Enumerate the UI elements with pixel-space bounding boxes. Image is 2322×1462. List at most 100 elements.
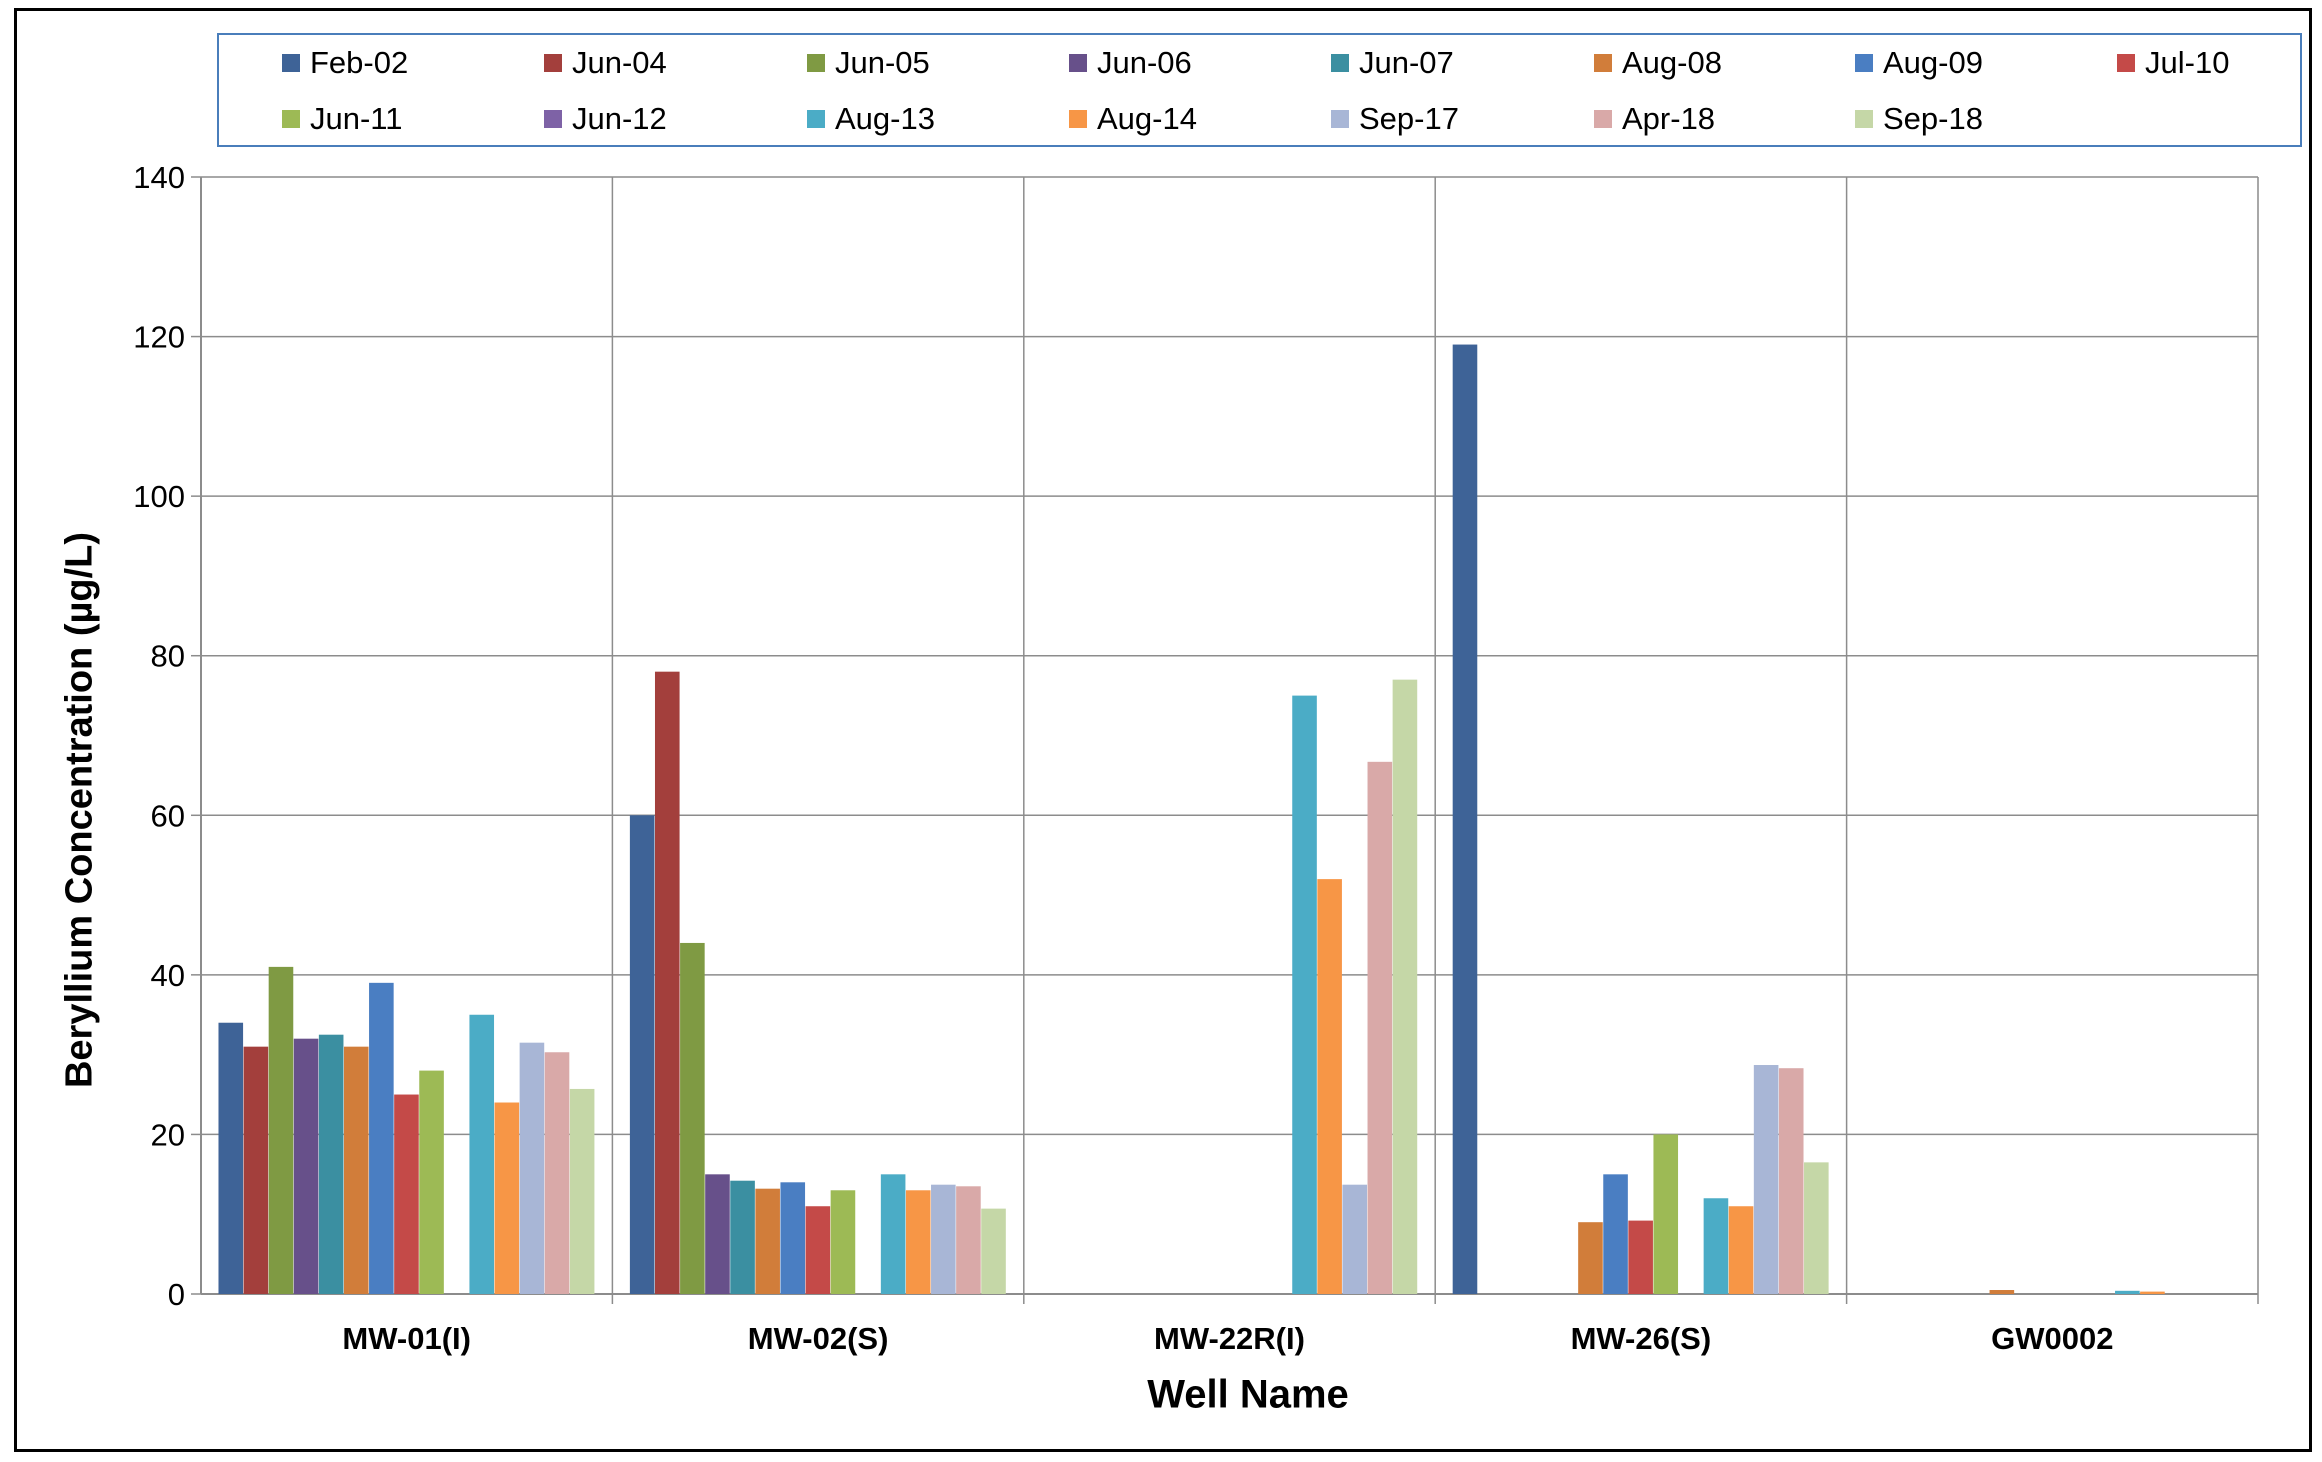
y-tick-label: 80 xyxy=(151,639,185,674)
legend-label: Sep-17 xyxy=(1359,101,1459,136)
chart-legend: Feb-02 Jun-04 Jun-05 Jun-06 Jun-07 Aug-08 Aug-… xyxy=(217,33,2302,147)
legend-swatch xyxy=(1331,110,1349,128)
y-tick-label: 0 xyxy=(168,1277,185,1312)
bar xyxy=(343,1046,369,1294)
bar xyxy=(905,1190,931,1294)
x-axis-title: Well Name xyxy=(1147,1372,1349,1417)
bar xyxy=(730,1180,755,1294)
bar xyxy=(956,1186,981,1294)
legend-item: Jun-11 xyxy=(282,99,403,139)
bar xyxy=(2115,1290,2140,1294)
y-tick-label: 40 xyxy=(151,958,185,993)
legend-label: Aug-08 xyxy=(1622,45,1722,80)
bar xyxy=(218,1022,244,1294)
bar xyxy=(1452,344,1478,1294)
bar xyxy=(519,1042,545,1294)
bar xyxy=(494,1102,520,1294)
bar xyxy=(1753,1065,1779,1294)
bar xyxy=(931,1184,956,1294)
legend-label: Feb-02 xyxy=(310,45,409,80)
bar xyxy=(394,1094,419,1294)
legend-swatch xyxy=(1594,54,1612,72)
y-tick-label: 100 xyxy=(133,479,185,514)
bar xyxy=(569,1088,595,1294)
y-tick-label: 140 xyxy=(133,160,185,195)
y-tick-label: 120 xyxy=(133,320,185,355)
legend-swatch xyxy=(807,110,825,128)
bar xyxy=(805,1206,831,1294)
legend-item: Sep-17 xyxy=(1331,99,1459,139)
bar xyxy=(2140,1291,2165,1294)
bar xyxy=(1603,1174,1628,1294)
y-tick-label: 60 xyxy=(151,798,185,833)
bar xyxy=(1578,1222,1603,1294)
bar xyxy=(680,942,705,1294)
legend-item: Jun-05 xyxy=(807,43,930,83)
legend-swatch xyxy=(282,110,300,128)
x-tick-label: GW0002 xyxy=(1991,1321,2113,1356)
bar xyxy=(830,1190,856,1294)
legend-label: Apr-18 xyxy=(1622,101,1716,136)
legend-label: Jun-07 xyxy=(1359,45,1454,80)
legend-label: Aug-13 xyxy=(835,101,935,136)
bar xyxy=(629,815,655,1294)
bar xyxy=(1804,1162,1829,1294)
bar xyxy=(544,1052,570,1294)
bar xyxy=(318,1034,344,1294)
bar xyxy=(1317,879,1342,1294)
bar xyxy=(1703,1198,1729,1294)
legend-item: Aug-08 xyxy=(1594,43,1722,83)
bar xyxy=(1989,1290,2015,1294)
chart-frame xyxy=(14,8,2312,1452)
legend-item: Sep-18 xyxy=(1855,99,1983,139)
bar xyxy=(1367,761,1393,1294)
legend-label: Jun-04 xyxy=(572,45,667,80)
legend-item: Aug-09 xyxy=(1855,43,1983,83)
bar xyxy=(654,671,680,1294)
bar xyxy=(1653,1134,1679,1294)
legend-swatch xyxy=(1331,54,1349,72)
legend-item: Jun-04 xyxy=(544,43,667,83)
legend-item: Jul-10 xyxy=(2117,43,2229,83)
legend-swatch xyxy=(1069,110,1087,128)
bar xyxy=(1392,679,1418,1294)
y-tick-label: 20 xyxy=(151,1117,185,1152)
legend-label: Aug-14 xyxy=(1097,101,1197,136)
bar xyxy=(755,1188,780,1294)
bar xyxy=(705,1174,730,1294)
bar xyxy=(293,1038,319,1294)
legend-swatch xyxy=(2117,54,2135,72)
bar xyxy=(369,982,394,1294)
bar xyxy=(981,1208,1006,1294)
legend-item: Jun-07 xyxy=(1331,43,1454,83)
bar xyxy=(1628,1220,1653,1294)
legend-label: Jun-05 xyxy=(835,45,930,80)
legend-label: Jun-06 xyxy=(1097,45,1192,80)
legend-label: Jun-11 xyxy=(310,101,403,136)
legend-swatch xyxy=(544,110,562,128)
legend-swatch xyxy=(1855,54,1873,72)
bar xyxy=(880,1174,906,1294)
x-tick-label: MW-01(I) xyxy=(342,1321,471,1356)
bar xyxy=(1728,1206,1754,1294)
y-axis-title: Beryllium Concentration (µg/L) xyxy=(58,531,101,1089)
bar xyxy=(780,1182,806,1294)
legend-swatch xyxy=(1855,110,1873,128)
legend-label: Jun-12 xyxy=(572,101,667,136)
bar xyxy=(469,1014,495,1294)
x-tick-label: MW-22R(I) xyxy=(1154,1321,1305,1356)
legend-label: Jul-10 xyxy=(2145,45,2230,80)
legend-item: Apr-18 xyxy=(1594,99,1715,139)
bar xyxy=(1292,695,1317,1294)
x-tick-label: MW-26(S) xyxy=(1571,1321,1712,1356)
legend-item: Jun-06 xyxy=(1069,43,1192,83)
legend-item: Jun-12 xyxy=(544,99,667,139)
legend-item: Aug-14 xyxy=(1069,99,1197,139)
bar xyxy=(243,1046,269,1294)
bar xyxy=(268,966,294,1294)
bar xyxy=(419,1070,444,1294)
legend-swatch xyxy=(1069,54,1087,72)
legend-item: Aug-13 xyxy=(807,99,935,139)
bar xyxy=(1342,1184,1368,1294)
